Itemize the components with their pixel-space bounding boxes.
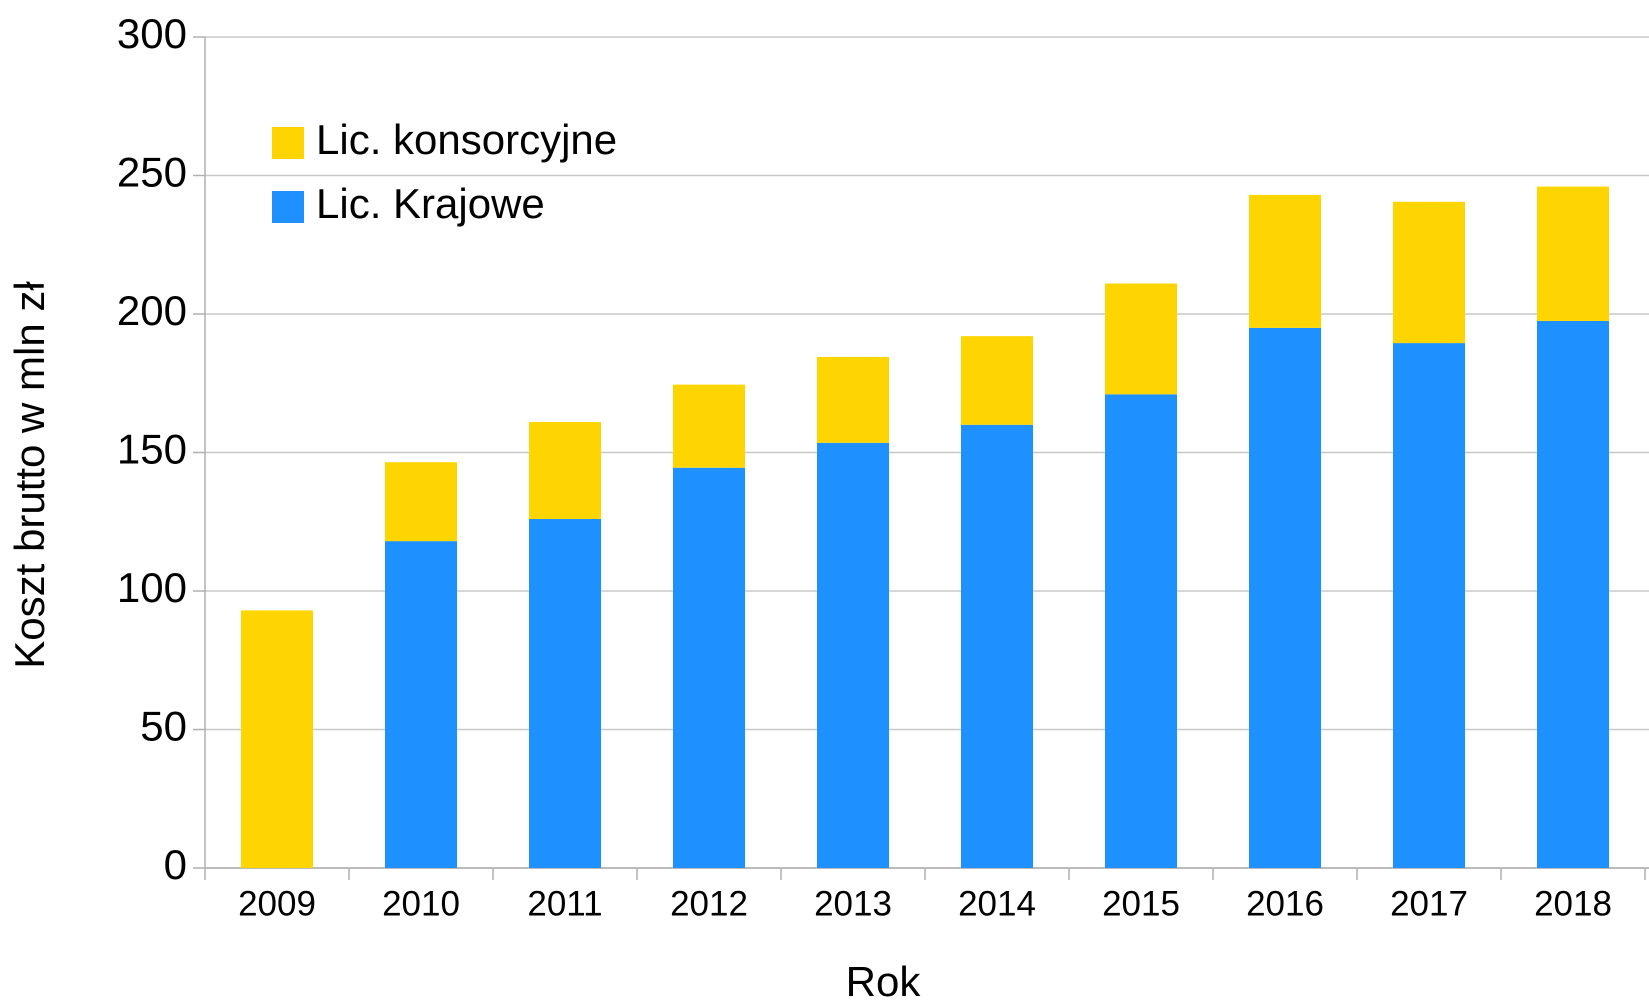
bar-segment	[1105, 394, 1177, 868]
x-tick-label: 2018	[1534, 884, 1612, 923]
y-axis-title: Koszt brutto w mln zł	[6, 281, 53, 669]
y-tick-label: 250	[117, 149, 187, 196]
bar-segment	[817, 356, 889, 443]
x-tick-label: 2011	[527, 884, 602, 923]
y-tick-label: 300	[117, 10, 187, 57]
x-tick-label: 2016	[1246, 884, 1324, 923]
y-tick-label: 150	[117, 426, 187, 473]
bar-segment	[241, 610, 313, 868]
legend-label: Lic. Krajowe	[316, 180, 545, 227]
bar-segment	[1249, 327, 1321, 869]
bar-segment	[1537, 186, 1609, 321]
x-tick-label: 2012	[670, 884, 748, 923]
bar-segment	[1537, 320, 1609, 868]
y-tick-label: 100	[117, 564, 187, 611]
bar-segment	[385, 462, 457, 542]
bar-segment	[529, 422, 601, 519]
bar-segment	[961, 424, 1033, 868]
x-tick-label: 2014	[958, 884, 1036, 923]
x-tick-label: 2017	[1390, 884, 1468, 923]
legend-swatch	[272, 127, 304, 159]
x-tick-label: 2015	[1102, 884, 1180, 923]
x-tick-label: 2010	[382, 884, 460, 923]
x-tick-label: 2013	[814, 884, 892, 923]
bar-segment	[817, 442, 889, 868]
bar-segment	[961, 336, 1033, 425]
y-tick-label: 200	[117, 287, 187, 334]
bar-segment	[673, 467, 745, 868]
y-tick-label: 50	[140, 703, 187, 750]
legend-swatch	[272, 191, 304, 223]
y-tick-label: 0	[164, 841, 187, 888]
x-axis-title: Rok	[846, 958, 922, 1005]
bar-segment	[1393, 343, 1465, 869]
bar-segment	[1249, 194, 1321, 328]
x-tick-label: 2009	[238, 884, 316, 923]
bar-segment	[385, 541, 457, 868]
bar-segment	[1105, 283, 1177, 395]
bar-segment	[1393, 201, 1465, 344]
legend-label: Lic. konsorcyjne	[316, 116, 617, 163]
bar-segment	[529, 518, 601, 868]
bar-segment	[673, 384, 745, 468]
